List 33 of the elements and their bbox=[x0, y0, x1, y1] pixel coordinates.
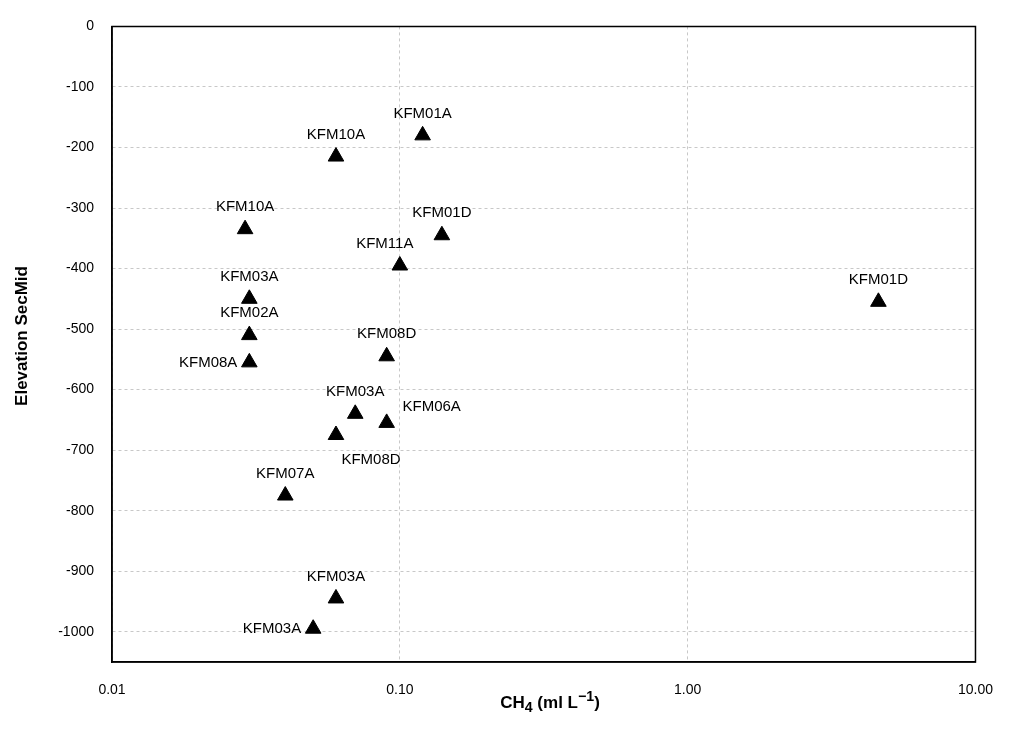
annotation: KFM03A bbox=[220, 266, 279, 284]
annotation: KFM01A bbox=[393, 103, 452, 121]
y-tick-label: -800 bbox=[65, 501, 95, 518]
y-tick-label: -100 bbox=[65, 77, 95, 94]
x-tick-label: 10.00 bbox=[957, 681, 994, 698]
y-tick-label: -400 bbox=[65, 259, 95, 276]
annotation: KFM08D bbox=[341, 450, 401, 468]
annotation: KFM03A bbox=[306, 566, 366, 584]
annotation: KFM02A bbox=[220, 303, 279, 321]
annotation: KFM10A bbox=[215, 197, 275, 215]
x-tick-label: 0.10 bbox=[386, 681, 414, 698]
x-tick-label: 1.00 bbox=[674, 681, 702, 698]
annotation: KFM10A bbox=[306, 124, 366, 142]
x-axis-title: CH$_{4}$ (ml L$^{−1}$) bbox=[500, 688, 600, 716]
annotation: KFM01D bbox=[412, 203, 472, 221]
annotation: KFM08D bbox=[357, 324, 417, 342]
annotation: KFM03A bbox=[242, 618, 302, 636]
y-tick-label: -1000 bbox=[58, 622, 95, 639]
annotation: KFM07A bbox=[256, 463, 315, 481]
annotation: KFM06A bbox=[402, 397, 461, 415]
y-tick-label: -600 bbox=[65, 380, 95, 397]
annotation: KFM03A bbox=[326, 381, 385, 399]
y-tick-label: -500 bbox=[65, 319, 95, 336]
annotation: KFM11A bbox=[356, 233, 414, 251]
y-tick-label: -200 bbox=[65, 138, 95, 155]
y-tick-label: 0 bbox=[86, 17, 95, 34]
y-tick-label: -300 bbox=[65, 198, 95, 215]
annotation: KFM08A bbox=[178, 352, 238, 370]
y-tick-label: -700 bbox=[65, 440, 95, 457]
x-tick-label: 0.01 bbox=[98, 681, 126, 698]
annotation: KFM01D bbox=[848, 269, 909, 287]
y-axis-title: Elevation SecMid bbox=[12, 266, 32, 406]
y-tick-label: -900 bbox=[65, 562, 95, 579]
